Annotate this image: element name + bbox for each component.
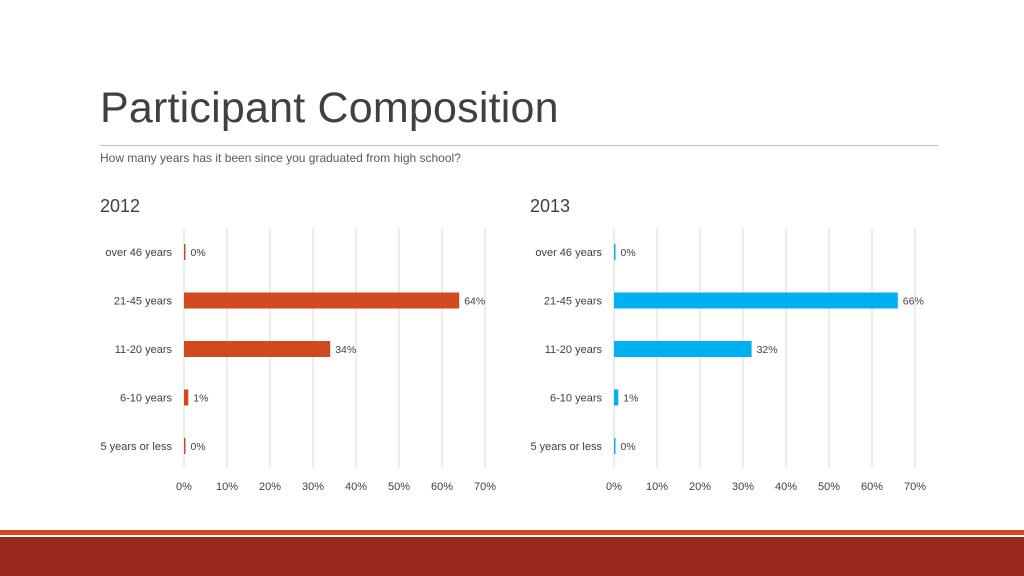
data-label: 1% xyxy=(623,393,638,405)
x-tick-label: 20% xyxy=(259,481,281,493)
category-label: 5 years or less xyxy=(530,441,602,453)
x-tick-label: 40% xyxy=(775,481,797,493)
chart-2013: 0% 10% 20% 30% 40% 50% 60% 70% over 46 years 0% 21… xyxy=(530,228,926,493)
x-tick-label: 60% xyxy=(431,481,453,493)
chart-2012-title: 2012 xyxy=(100,196,141,216)
category-label: over 46 years xyxy=(535,247,602,259)
category-label: 11-20 years xyxy=(545,344,603,356)
category-label: 21-45 years xyxy=(114,296,173,308)
x-tick-label: 50% xyxy=(388,481,410,493)
data-label: 64% xyxy=(464,296,485,308)
bar-2013 xyxy=(614,244,616,260)
footer-band xyxy=(0,537,1024,576)
data-label: 0% xyxy=(621,247,636,259)
x-tick-label: 60% xyxy=(861,481,883,493)
data-label: 0% xyxy=(191,441,206,453)
bar-2012 xyxy=(184,438,186,454)
bar-2012 xyxy=(184,244,186,260)
x-tick-label: 50% xyxy=(818,481,840,493)
category-label: 21-45 years xyxy=(544,296,603,308)
category-label: 5 years or less xyxy=(100,441,172,453)
x-tick-label: 30% xyxy=(732,481,754,493)
chart-2012: 0% 10% 20% 30% 40% 50% 60% 70% over 46 years 0% 21… xyxy=(100,228,496,493)
x-tick-label: 0% xyxy=(606,481,622,493)
data-label: 32% xyxy=(757,344,778,356)
category-label: over 46 years xyxy=(105,247,172,259)
bar-2012 xyxy=(184,292,460,309)
x-tick-label: 40% xyxy=(345,481,367,493)
x-tick-label: 20% xyxy=(689,481,711,493)
x-tick-label: 70% xyxy=(904,481,926,493)
data-label: 0% xyxy=(621,441,636,453)
bar-2013 xyxy=(614,438,616,454)
category-label: 11-20 years xyxy=(115,344,173,356)
bar-2013 xyxy=(614,292,898,309)
bar-2013 xyxy=(614,341,752,357)
x-tick-label: 10% xyxy=(216,481,238,493)
data-label: 0% xyxy=(191,247,206,259)
data-label: 66% xyxy=(903,296,924,308)
bar-2013 xyxy=(614,389,619,406)
data-label: 34% xyxy=(335,344,356,356)
chart-2013-title: 2013 xyxy=(530,196,571,216)
category-label: 6-10 years xyxy=(120,393,172,405)
x-tick-label: 70% xyxy=(474,481,496,493)
title-divider xyxy=(100,145,938,146)
x-tick-label: 0% xyxy=(176,481,192,493)
bar-2012 xyxy=(184,389,189,406)
page-title: Participant Composition xyxy=(100,84,559,132)
footer-accent-line xyxy=(0,530,1024,535)
category-label: 6-10 years xyxy=(550,393,602,405)
x-tick-label: 10% xyxy=(646,481,668,493)
page-subtitle: How many years has it been since you gra… xyxy=(100,151,461,165)
x-tick-label: 30% xyxy=(302,481,324,493)
bar-2012 xyxy=(184,341,331,357)
data-label: 1% xyxy=(193,393,208,405)
